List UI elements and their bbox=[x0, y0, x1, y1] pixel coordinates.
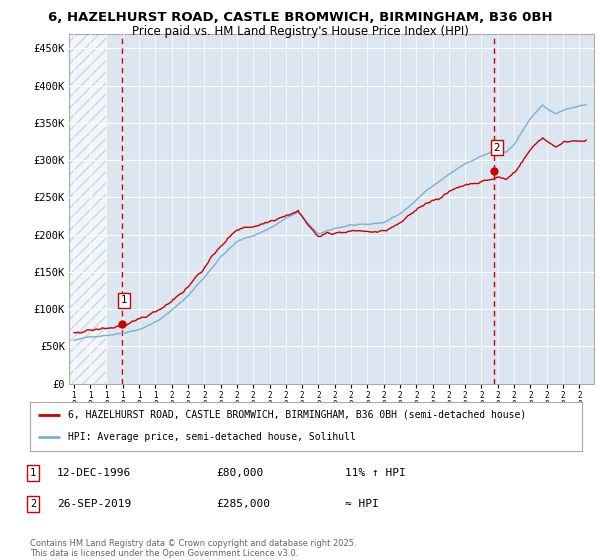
Text: 6, HAZELHURST ROAD, CASTLE BROMWICH, BIRMINGHAM, B36 0BH: 6, HAZELHURST ROAD, CASTLE BROMWICH, BIR… bbox=[47, 11, 553, 24]
Text: 6, HAZELHURST ROAD, CASTLE BROMWICH, BIRMINGHAM, B36 0BH (semi-detached house): 6, HAZELHURST ROAD, CASTLE BROMWICH, BIR… bbox=[68, 410, 526, 420]
Text: 12-DEC-1996: 12-DEC-1996 bbox=[57, 468, 131, 478]
Text: 2: 2 bbox=[494, 143, 500, 152]
Text: 26-SEP-2019: 26-SEP-2019 bbox=[57, 499, 131, 509]
Text: £285,000: £285,000 bbox=[216, 499, 270, 509]
Text: Contains HM Land Registry data © Crown copyright and database right 2025.
This d: Contains HM Land Registry data © Crown c… bbox=[30, 539, 356, 558]
Text: HPI: Average price, semi-detached house, Solihull: HPI: Average price, semi-detached house,… bbox=[68, 432, 355, 442]
Text: Price paid vs. HM Land Registry's House Price Index (HPI): Price paid vs. HM Land Registry's House … bbox=[131, 25, 469, 38]
Text: ≈ HPI: ≈ HPI bbox=[345, 499, 379, 509]
Text: 1: 1 bbox=[30, 468, 36, 478]
Text: 1: 1 bbox=[121, 295, 127, 305]
Text: £80,000: £80,000 bbox=[216, 468, 263, 478]
Text: 11% ↑ HPI: 11% ↑ HPI bbox=[345, 468, 406, 478]
Text: 2: 2 bbox=[30, 499, 36, 509]
